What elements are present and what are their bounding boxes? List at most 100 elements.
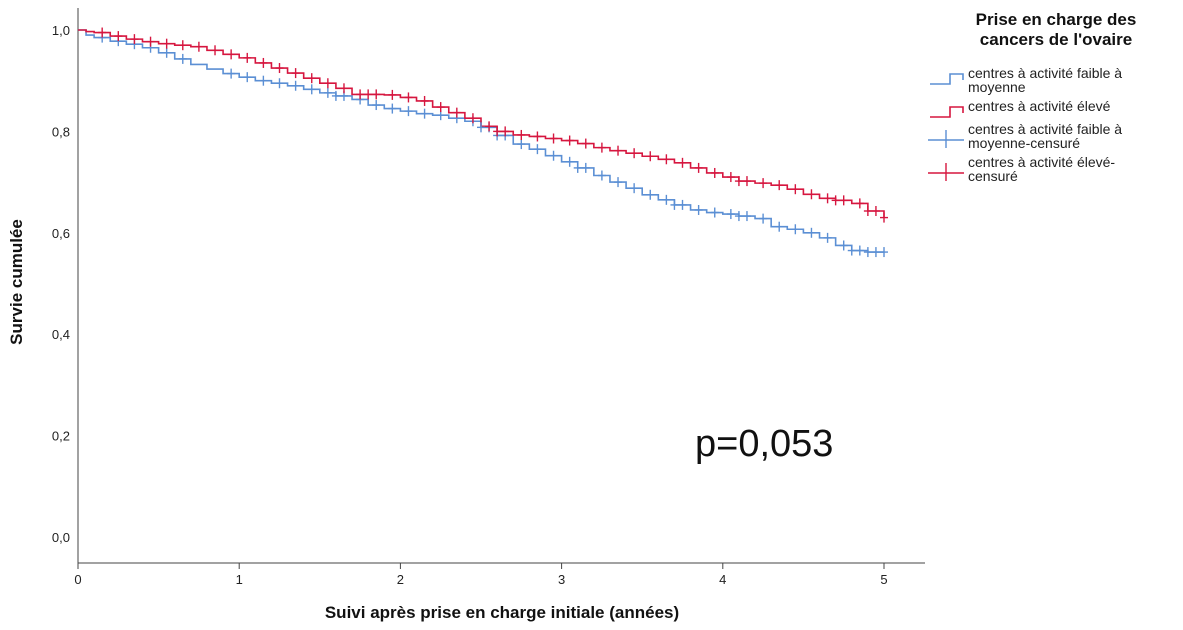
censor-mark: [734, 176, 743, 187]
y-tick-label: 0,2: [52, 429, 70, 444]
censor-mark: [597, 142, 606, 153]
legend-label: centres à activité élevé-: [968, 154, 1115, 170]
censor-mark: [678, 157, 687, 168]
censor-mark: [291, 68, 300, 79]
legend-title-line: cancers de l'ovaire: [980, 30, 1132, 49]
censor-mark: [259, 75, 268, 86]
censor-mark: [323, 87, 332, 98]
censor-mark: [839, 240, 848, 251]
censor-mark: [823, 193, 832, 204]
censor-mark: [614, 177, 623, 188]
legend-label: censuré: [968, 168, 1018, 184]
censor-mark: [420, 95, 429, 106]
legend-label: centres à activité faible à: [968, 65, 1122, 81]
censor-mark: [436, 102, 445, 113]
censor-mark: [178, 40, 187, 51]
x-tick-label: 1: [236, 572, 243, 587]
censor-mark: [533, 144, 542, 155]
censor-mark: [130, 34, 139, 45]
censor-mark: [339, 83, 348, 94]
censor-mark: [372, 100, 381, 111]
censor-mark: [726, 209, 735, 220]
censor-mark: [420, 108, 429, 119]
legend-cross-icon: [928, 163, 964, 181]
censor-mark: [468, 113, 477, 124]
censor-mark: [356, 89, 365, 100]
censor-mark: [742, 176, 751, 187]
x-tick-label: 2: [397, 572, 404, 587]
censor-mark: [630, 148, 639, 159]
censor-mark: [549, 133, 558, 144]
censor-mark: [734, 211, 743, 222]
censor-mark: [678, 199, 687, 210]
censor-mark: [517, 129, 526, 140]
censor-mark: [98, 27, 107, 38]
censor-mark: [646, 189, 655, 200]
censor-mark: [259, 57, 268, 68]
censor-mark: [573, 162, 582, 173]
censor-marks: [98, 27, 888, 258]
censor-mark: [307, 84, 316, 95]
censor-mark: [694, 162, 703, 173]
censor-mark: [194, 41, 203, 52]
x-tick-label: 4: [719, 572, 726, 587]
censor-mark: [307, 73, 316, 84]
y-tick-label: 0,0: [52, 530, 70, 545]
censor-mark: [146, 36, 155, 47]
censor-mark: [863, 247, 872, 258]
censor-mark: [662, 154, 671, 165]
legend-step-icon: [930, 106, 964, 118]
censor-mark: [517, 139, 526, 150]
censor-mark: [114, 31, 123, 42]
censor-mark: [243, 72, 252, 83]
censor-mark: [404, 92, 413, 103]
x-tick-label: 0: [74, 572, 81, 587]
legend-label: moyenne: [968, 79, 1026, 95]
censor-mark: [372, 89, 381, 100]
censor-mark: [855, 245, 864, 256]
x-tick-label: 3: [558, 572, 565, 587]
censor-mark: [662, 194, 671, 205]
censor-mark: [871, 205, 880, 216]
x-ticks: 0 1 2 3 4 5: [74, 563, 888, 587]
survival-line-series-1: [78, 29, 885, 218]
censor-mark: [670, 199, 679, 210]
censor-mark: [710, 167, 719, 178]
censor-mark: [759, 213, 768, 224]
censor-mark: [742, 211, 751, 222]
censor-mark: [533, 131, 542, 142]
censor-mark: [791, 184, 800, 195]
censor-mark: [581, 162, 590, 173]
legend-cross-icon: [928, 130, 964, 148]
censor-mark: [807, 189, 816, 200]
censor-mark: [291, 80, 300, 91]
censor-mark: [823, 232, 832, 243]
legend-step-icon: [930, 73, 964, 85]
censor-mark: [614, 145, 623, 156]
x-axis-title: Suivi après prise en charge initiale (an…: [325, 603, 679, 622]
censor-mark: [364, 89, 373, 100]
censor-mark: [227, 68, 236, 79]
censor-mark: [162, 38, 171, 49]
legend-label: centres à activité faible à: [968, 121, 1122, 137]
censor-mark: [831, 195, 840, 206]
censor-mark: [646, 151, 655, 162]
censor-mark: [323, 78, 332, 89]
legend-label: centres à activité élevé: [968, 98, 1111, 114]
censor-mark: [331, 90, 340, 101]
censor-mark: [178, 53, 187, 64]
censor-mark: [243, 52, 252, 63]
censor-mark: [871, 247, 880, 258]
censor-mark: [847, 245, 856, 256]
y-tick-label: 0,6: [52, 226, 70, 241]
censor-mark: [710, 207, 719, 218]
y-ticks: 0,0 0,2 0,4 0,6 0,8 1,0: [52, 23, 70, 545]
censor-mark: [565, 135, 574, 146]
censor-mark: [485, 121, 494, 132]
y-axis-title: Survie cumulée: [7, 219, 26, 345]
p-value-annotation: p=0,053: [695, 423, 833, 465]
y-tick-label: 0,4: [52, 327, 70, 342]
censor-mark: [791, 224, 800, 235]
censor-mark: [404, 106, 413, 117]
